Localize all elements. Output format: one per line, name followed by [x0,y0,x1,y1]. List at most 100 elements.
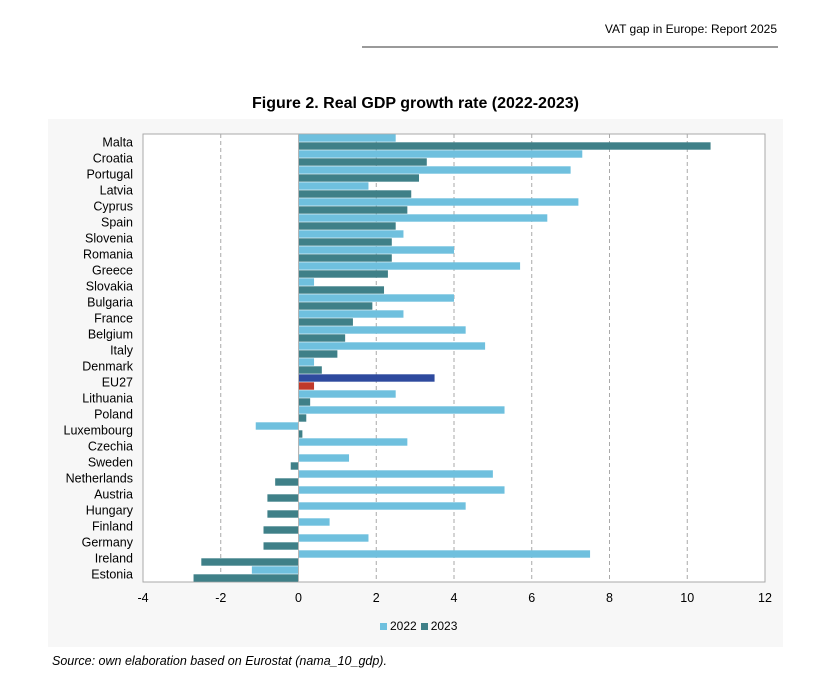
bar-2023-denmark [298,366,322,374]
category-label: Greece [92,264,133,278]
bar-2022-portugal [298,166,571,174]
x-tick-label: 4 [451,591,458,605]
bar-2023-cyprus [298,206,408,214]
bar-2023-estonia [193,574,299,582]
x-tick-label: 8 [606,591,613,605]
category-label: Czechia [88,440,133,454]
bar-2022-austria [298,486,505,494]
category-label: Bulgaria [87,296,133,310]
legend-swatch-2022 [380,622,387,630]
bar-2023-portugal [298,174,420,182]
bar-2022-slovenia [298,230,404,238]
bar-2023-slovenia [298,238,392,246]
category-label: Sweden [88,456,133,470]
legend-label-2022: 2022 [390,619,417,633]
category-labels: Malta Croatia Portugal Latvia Cyprus Spain Slo… [64,136,134,582]
bar-2023-ireland [201,558,299,566]
bar-2023-france [298,318,353,326]
x-tick-label: 10 [680,591,694,605]
bar-2022-cyprus [298,198,579,206]
category-label: Latvia [100,184,133,198]
bar-2023-eu27 [298,382,315,390]
legend-label-2023: 2023 [430,619,458,633]
category-label: Portugal [86,168,133,182]
report-header: VAT gap in Europe: Report 2025 [604,22,777,36]
bar-2023-finland [263,526,299,534]
category-label: Slovakia [86,280,133,294]
bar-2023-spain [298,222,396,230]
bar-2022-sweden [298,454,350,462]
bar-2022-bulgaria [298,294,454,302]
bar-2022-netherlands [298,470,493,478]
x-tick-label: 0 [295,591,302,605]
bar-2023-malta [298,142,711,150]
category-label: Estonia [91,568,133,582]
x-tick-labels: -4 -2 0 2 4 6 8 10 12 [137,591,772,605]
x-tick-label: 6 [528,591,535,605]
x-tick-label: 12 [758,591,772,605]
bar-2023-austria [267,494,299,502]
bar-2023-greece [298,270,388,278]
bar-2023-italy [298,350,338,358]
category-label: Spain [101,216,133,230]
bar-2022-france [298,310,404,318]
bar-2023-poland [298,414,307,422]
category-label: Italy [110,344,134,358]
bar-2022-greece [298,262,521,270]
source-note: Source: own elaboration based on Eurosta… [52,654,387,668]
category-label: Germany [82,536,134,550]
bar-2023-sweden [290,462,299,470]
bar-2022-malta [298,134,396,142]
bar-2022-spain [298,214,548,222]
category-label: Romania [83,248,133,262]
bar-2023-latvia [298,190,412,198]
bar-2023-hungary [267,510,299,518]
category-label: Belgium [88,328,133,342]
category-label: Austria [94,488,133,502]
legend-swatch-2023 [420,622,428,630]
legend-item-2023: 2023 [420,619,458,633]
chart-title: Figure 2. Real GDP growth rate (2022-202… [252,95,579,112]
category-label: Malta [102,136,133,150]
category-label: Ireland [95,552,133,566]
bar-2022-lithuania [298,390,396,398]
category-label: Lithuania [82,392,133,406]
x-tick-label: 2 [373,591,380,605]
bar-2023-germany [263,542,299,550]
category-label: Luxembourg [64,424,134,438]
bar-2023-romania [298,254,392,262]
category-label: Hungary [86,504,134,518]
category-label: Croatia [93,152,133,166]
bar-2023-croatia [298,158,427,166]
bar-2023-luxembourg [298,430,303,438]
bar-2023-belgium [298,334,346,342]
category-label: Poland [94,408,133,422]
category-label: Netherlands [66,472,133,486]
bar-2022-denmark [298,358,315,366]
category-label: Finland [92,520,133,534]
x-tick-label: -4 [137,591,148,605]
x-tick-label: -2 [215,591,226,605]
bar-2022-ireland [298,550,591,558]
bar-2023-netherlands [275,478,299,486]
category-label: EU27 [102,376,133,390]
bar-2022-poland [298,406,505,414]
bar-2022-latvia [298,182,369,190]
category-label: Slovenia [85,232,133,246]
bar-2023-bulgaria [298,302,373,310]
bars [193,134,711,582]
bar-2022-slovakia [298,278,315,286]
bar-2022-romania [298,246,454,254]
bar-2023-lithuania [298,398,311,406]
bar-2022-czechia [298,438,408,446]
category-label: France [94,312,133,326]
bar-2023-slovakia [298,286,385,294]
category-label: Denmark [82,360,133,374]
bar-2022-italy [298,342,486,350]
category-label: Cyprus [93,200,133,214]
bar-2022-luxembourg [255,422,299,430]
legend: 2022 2023 [380,619,461,633]
bar-2022-hungary [298,502,466,510]
bar-2022-germany [298,534,369,542]
